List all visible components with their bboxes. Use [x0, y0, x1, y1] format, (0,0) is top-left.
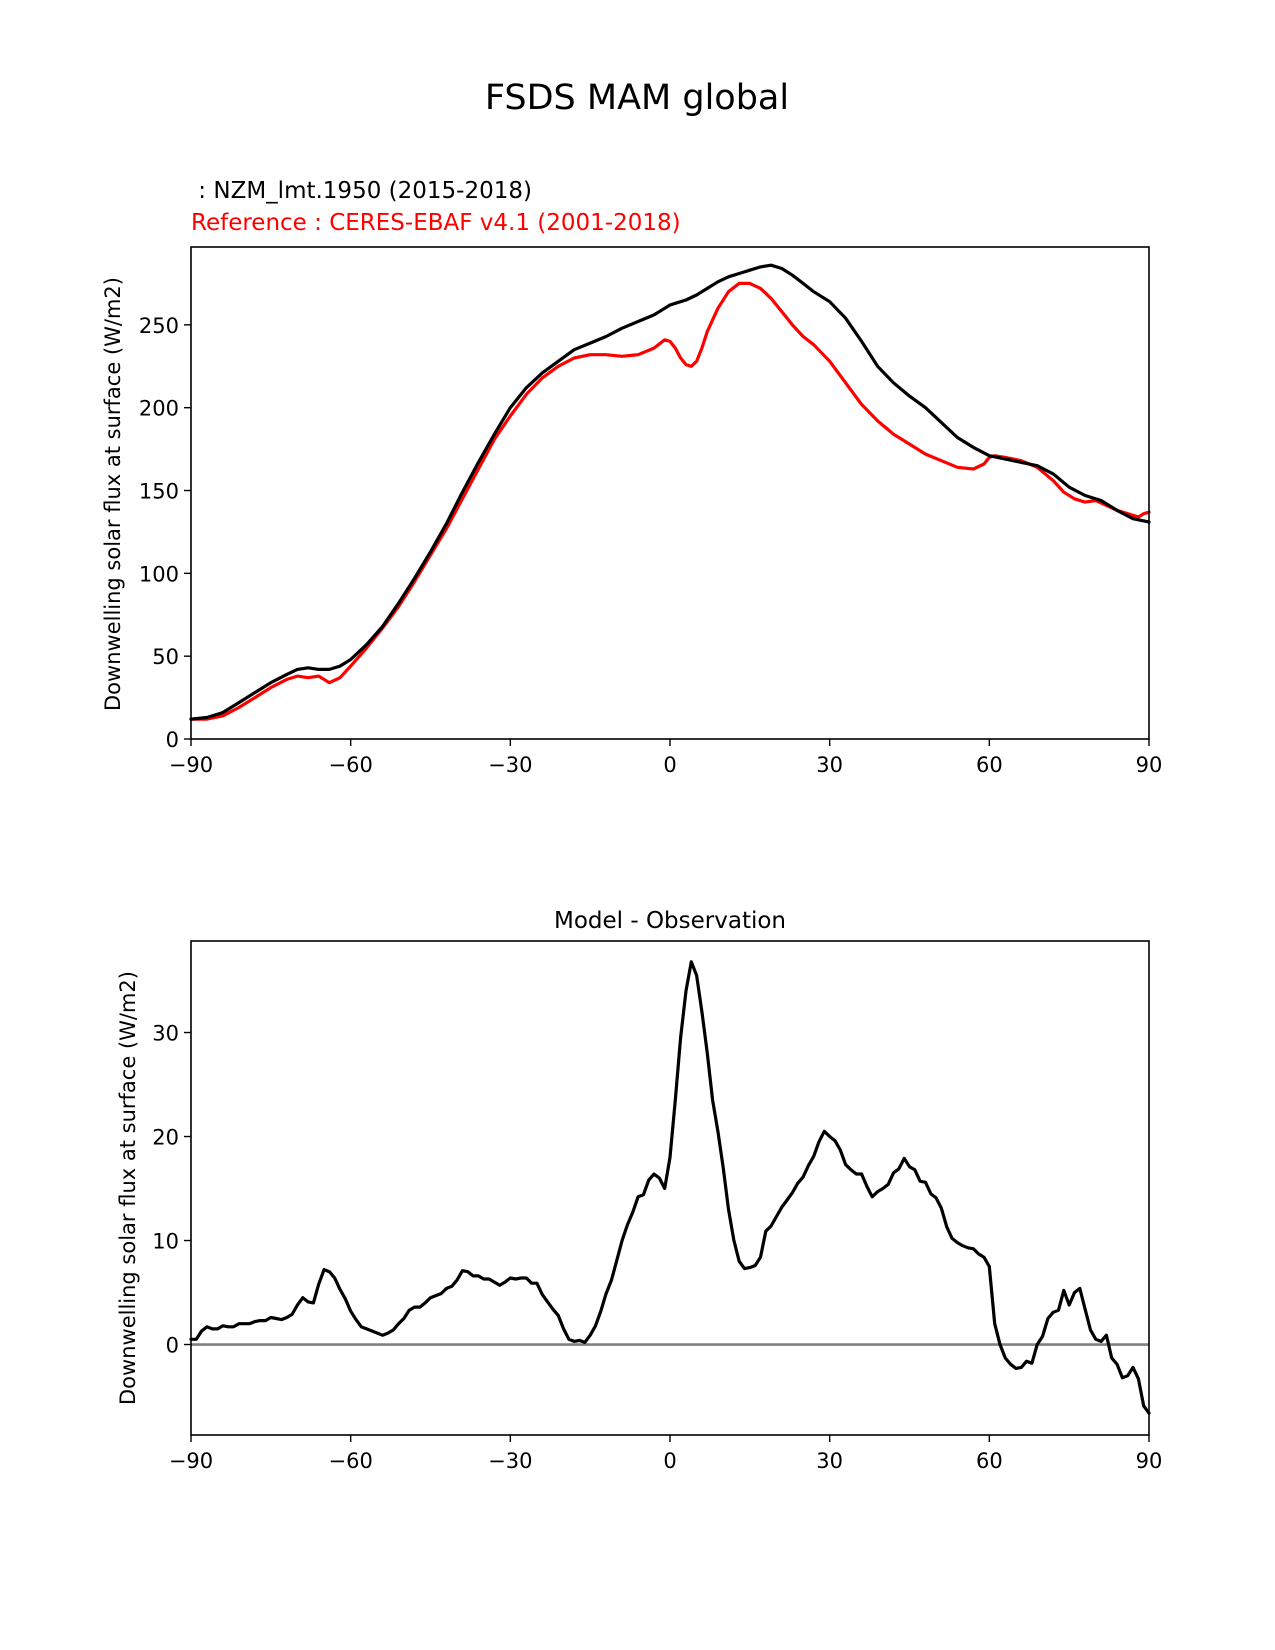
bottom-x-axis-ticks: −90 −60 −30 0 30 60 90: [169, 1435, 1163, 1473]
legend-reference-label: Reference : CERES-EBAF v4.1 (2001-2018): [191, 210, 681, 236]
x-tick-label: 0: [663, 1449, 676, 1473]
y-tick-label: 0: [166, 728, 179, 752]
x-tick-label: −30: [488, 1449, 532, 1473]
top-x-axis-ticks: −90 −60 −30 0 30 60 90: [169, 739, 1163, 777]
y-tick-label: 10: [152, 1230, 179, 1254]
bottom-plot-lines: [189, 960, 1151, 1415]
legend-model-label: : NZM_lmt.1950 (2015-2018): [191, 178, 532, 204]
top-y-axis-ticks: 0 50 100 150 200 250: [139, 314, 191, 752]
x-tick-label: 60: [976, 753, 1003, 777]
series-line-model: [189, 263, 1151, 721]
bottom-y-axis-label: Downwelling solar flux at surface (W/m2): [116, 971, 140, 1405]
bottom-plot-frame: [190, 940, 1150, 1436]
x-tick-label: 90: [1136, 1449, 1163, 1473]
x-tick-label: −60: [329, 753, 373, 777]
y-tick-label: 20: [152, 1126, 179, 1150]
y-tick-label: 100: [139, 562, 179, 586]
bottom-y-axis-ticks: 0 10 20 30: [152, 1022, 191, 1358]
y-tick-label: 50: [152, 645, 179, 669]
x-tick-label: 30: [816, 1449, 843, 1473]
x-tick-label: −90: [169, 753, 213, 777]
x-tick-label: −90: [169, 1449, 213, 1473]
figure-title: FSDS MAM global: [485, 78, 789, 118]
top-y-axis-label: Downwelling solar flux at surface (W/m2): [101, 277, 125, 711]
bottom-chart-title: Model - Observation: [554, 908, 786, 934]
x-tick-label: 90: [1136, 753, 1163, 777]
top-plot-frame: [190, 246, 1150, 740]
x-tick-label: 30: [816, 753, 843, 777]
y-tick-label: 200: [139, 397, 179, 421]
x-tick-label: −60: [329, 1449, 373, 1473]
x-tick-label: 0: [663, 753, 676, 777]
x-tick-label: 60: [976, 1449, 1003, 1473]
top-plot-lines: [189, 263, 1151, 721]
bottom-chart: Model - Observation Downwelling solar fl…: [116, 908, 1162, 1473]
x-tick-label: −30: [488, 753, 532, 777]
y-tick-label: 150: [139, 480, 179, 504]
series-line-reference: [189, 281, 1151, 721]
y-tick-label: 30: [152, 1022, 179, 1046]
y-tick-label: 0: [166, 1334, 179, 1358]
series-line-difference: [189, 960, 1151, 1415]
y-tick-label: 250: [139, 314, 179, 338]
top-chart: : NZM_lmt.1950 (2015-2018) Reference : C…: [101, 178, 1162, 777]
